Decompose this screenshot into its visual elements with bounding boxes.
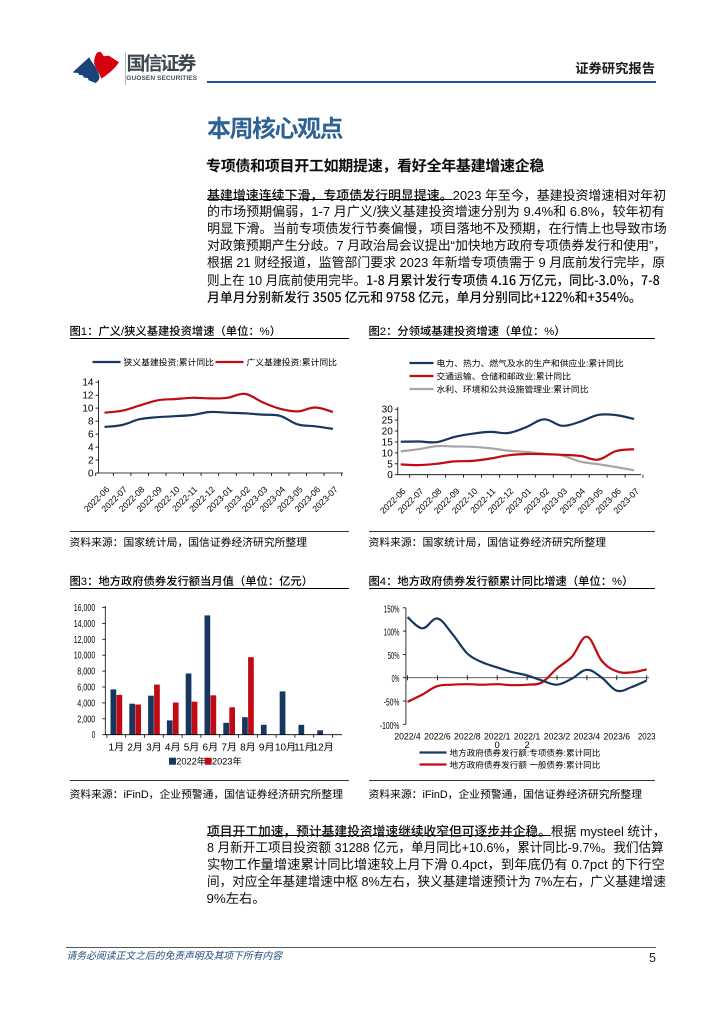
svg-text:25: 25 [381, 416, 393, 427]
svg-text:2023/6: 2023/6 [603, 732, 630, 743]
svg-text:4月: 4月 [164, 743, 180, 754]
svg-text:0: 0 [494, 740, 499, 751]
svg-text:6,000: 6,000 [77, 683, 95, 694]
svg-text:广义基建投资:累计同比: 广义基建投资:累计同比 [246, 358, 337, 368]
svg-text:2023: 2023 [637, 732, 655, 743]
svg-text:9月: 9月 [258, 743, 274, 754]
svg-text:地方政府债券发行额:专项债券:累计同比: 地方政府债券发行额:专项债券:累计同比 [449, 748, 600, 758]
svg-text:2023/4: 2023/4 [573, 732, 600, 743]
svg-text:2: 2 [87, 456, 93, 467]
svg-text:30: 30 [381, 405, 393, 416]
svg-text:0%: 0% [391, 674, 399, 685]
svg-text:14,000: 14,000 [73, 619, 95, 630]
svg-text:6: 6 [87, 430, 93, 441]
svg-text:50%: 50% [387, 651, 399, 662]
svg-text:6月: 6月 [202, 743, 218, 754]
svg-text:10,000: 10,000 [73, 651, 95, 662]
svg-text:11月: 11月 [294, 743, 314, 754]
svg-text:2022/8: 2022/8 [454, 732, 481, 743]
svg-text:狭义基建投资:累计同比: 狭义基建投资:累计同比 [123, 358, 214, 368]
svg-text:10月: 10月 [274, 743, 295, 754]
svg-text:2022/6: 2022/6 [424, 732, 451, 743]
svg-text:8: 8 [87, 417, 93, 428]
svg-text:10: 10 [82, 404, 94, 415]
svg-text:2023/2: 2023/2 [543, 732, 570, 743]
svg-text:交通运输、仓储和邮政业:累计同比: 交通运输、仓储和邮政业:累计同比 [436, 372, 571, 382]
svg-text:2022/4: 2022/4 [394, 732, 421, 743]
svg-text:0: 0 [87, 469, 93, 480]
svg-text:15: 15 [381, 438, 393, 449]
svg-text:5: 5 [387, 459, 393, 470]
svg-text:10: 10 [381, 448, 393, 459]
svg-text:4: 4 [87, 443, 93, 454]
svg-text:2022/1: 2022/1 [483, 732, 510, 743]
svg-text:2,000: 2,000 [77, 714, 95, 725]
svg-text:12月: 12月 [312, 743, 333, 754]
svg-text:8月: 8月 [240, 743, 256, 754]
svg-text:2: 2 [524, 740, 529, 751]
svg-text:-100%: -100% [379, 721, 399, 732]
svg-text:0: 0 [91, 730, 95, 741]
svg-text:2月: 2月 [127, 743, 143, 754]
svg-text:20: 20 [381, 427, 393, 438]
svg-text:2022年: 2022年 [176, 757, 206, 767]
svg-text:3月: 3月 [146, 743, 162, 754]
svg-text:-50%: -50% [383, 698, 399, 709]
svg-text:2022/1: 2022/1 [513, 732, 540, 743]
svg-text:4,000: 4,000 [77, 698, 95, 709]
svg-text:7月: 7月 [221, 743, 237, 754]
svg-text:12: 12 [82, 391, 94, 402]
svg-text:14: 14 [82, 378, 94, 389]
svg-text:地方政府债券发行额 一般债券:累计同比: 地方政府债券发行额 一般债券:累计同比 [449, 760, 600, 770]
svg-text:电力、热力、燃气及水的生产和供应业:累计同比: 电力、热力、燃气及水的生产和供应业:累计同比 [436, 359, 623, 369]
svg-text:150%: 150% [383, 604, 399, 615]
svg-text:水利、环境和公共设施管理业:累计同比: 水利、环境和公共设施管理业:累计同比 [436, 385, 588, 395]
svg-text:1月: 1月 [108, 743, 124, 754]
svg-text:2023年: 2023年 [212, 757, 242, 767]
svg-text:8,000: 8,000 [77, 667, 95, 678]
svg-text:12,000: 12,000 [73, 635, 95, 646]
svg-text:100%: 100% [383, 628, 399, 639]
svg-text:16,000: 16,000 [73, 603, 95, 614]
svg-text:0: 0 [387, 470, 393, 481]
svg-text:5月: 5月 [183, 743, 199, 754]
